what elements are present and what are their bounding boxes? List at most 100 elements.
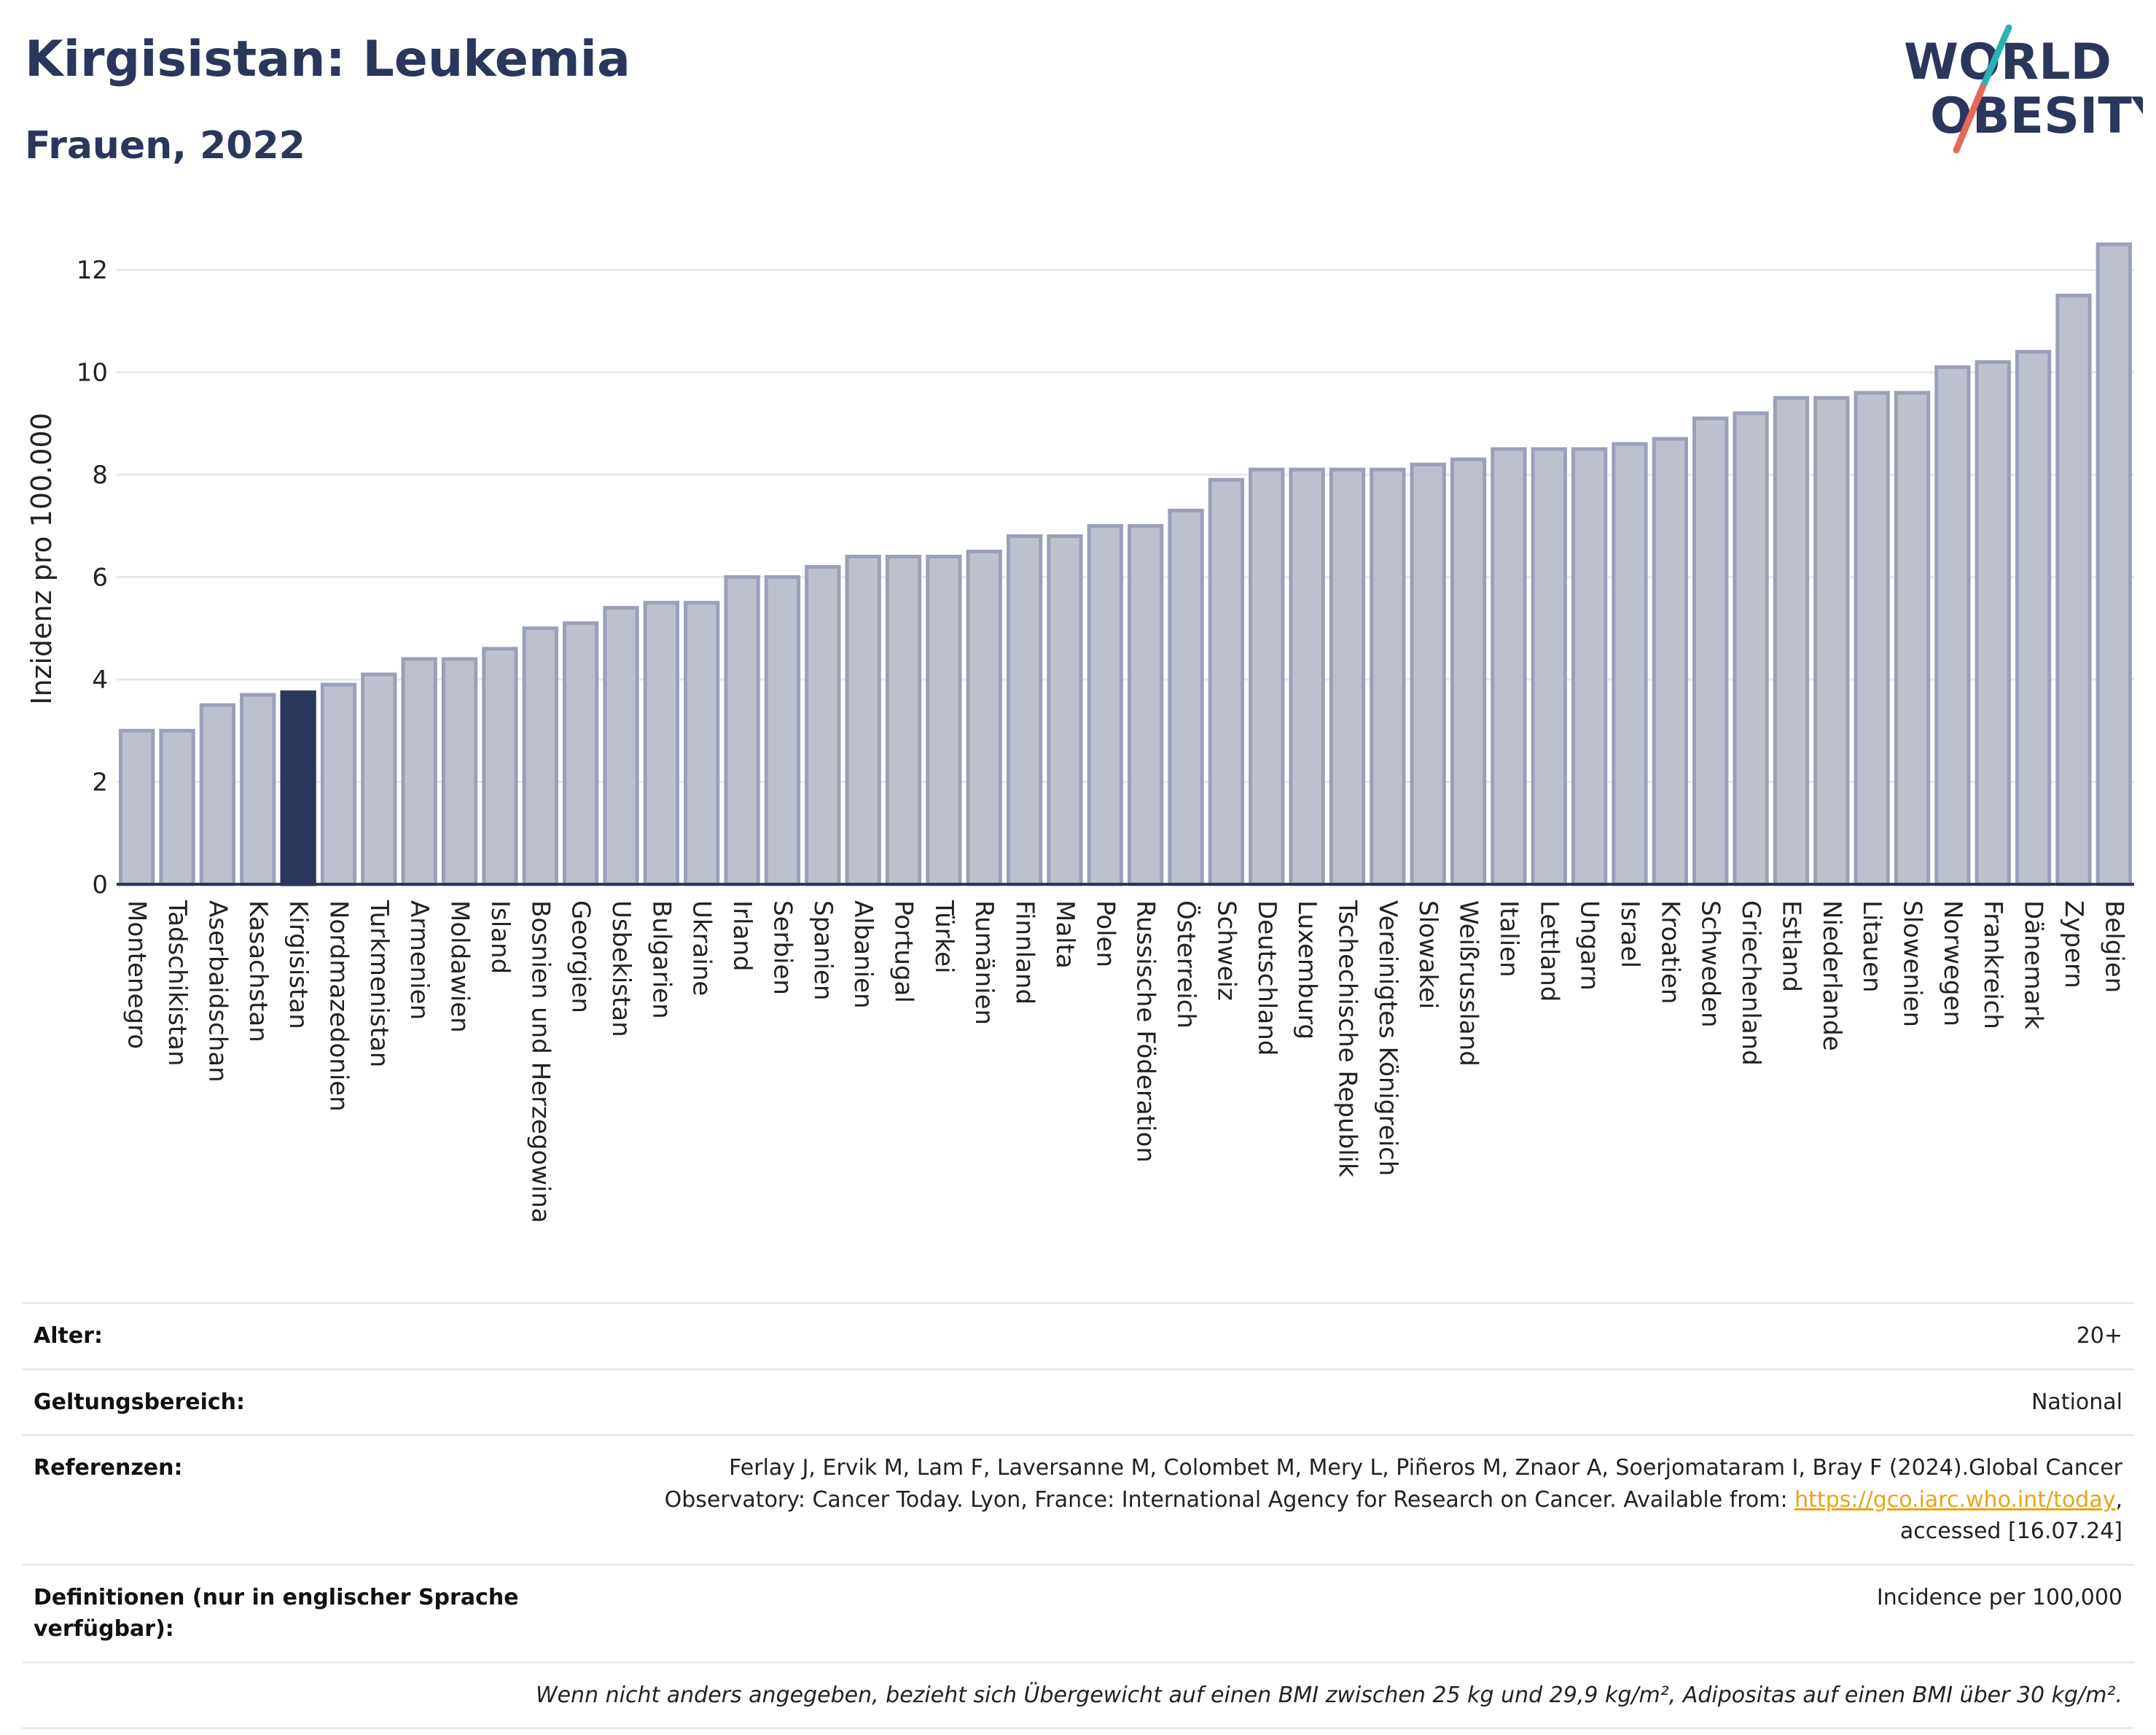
bar-estland[interactable]	[1773, 396, 1810, 886]
x-tick-label: Bosnien und Herzegowina	[526, 900, 555, 1223]
x-tick-label: Serbien	[768, 900, 797, 995]
x-tick-label: Malta	[1050, 900, 1079, 969]
bar-tadschikistan[interactable]	[159, 728, 195, 886]
bar-slowenien[interactable]	[1894, 391, 1931, 886]
x-tick-label: Italien	[1494, 900, 1523, 978]
x-tick-label: Litauen	[1857, 900, 1886, 993]
bar-zypern[interactable]	[2055, 293, 2092, 886]
chart-subtitle: Frauen, 2022	[25, 124, 305, 168]
y-axis-title: Inzidenz pro 100.000	[26, 413, 58, 705]
bar-frankreich[interactable]	[1975, 360, 2011, 886]
bar-kirgisistan[interactable]	[280, 690, 316, 886]
definitions-value: Incidence per 100,000	[555, 1563, 2134, 1662]
bar-serbien[interactable]	[764, 575, 801, 886]
x-tick-label: Kasachstan	[243, 900, 273, 1042]
reference-link[interactable]: https://gco.iarc.who.int/today	[1794, 1486, 2116, 1513]
info-row-definitions: Definitionen (nur in englischer Sprache …	[22, 1563, 2134, 1662]
bar-armenien[interactable]	[401, 657, 437, 886]
age-value: 20+	[555, 1302, 2134, 1369]
x-tick-label: Ungarn	[1575, 900, 1604, 991]
bar-montenegro[interactable]	[119, 728, 155, 886]
y-axis-ticks: 0 2 4 6 8 10 12	[77, 256, 108, 900]
bar-bulgarien[interactable]	[643, 601, 680, 886]
bar-israel[interactable]	[1612, 442, 1648, 886]
info-row-age: Alter: 20+	[22, 1302, 2134, 1369]
x-tick-label: Moldawien	[445, 900, 474, 1033]
x-tick-label: Weißrussland	[1454, 900, 1483, 1067]
bar-deutschland[interactable]	[1249, 467, 1285, 886]
bar-irland[interactable]	[724, 575, 760, 886]
bar-luxemburg[interactable]	[1289, 467, 1325, 886]
bar-litauen[interactable]	[1854, 391, 1890, 886]
x-tick-label: Schweden	[1696, 900, 1725, 1028]
bar-usbekistan[interactable]	[603, 606, 639, 886]
bar-aserbaidschan[interactable]	[199, 703, 236, 886]
x-tick-label: Kroatien	[1655, 900, 1684, 1004]
y-tick-label: 4	[92, 666, 108, 695]
x-axis-labels: Montenegro Tadschikistan Aserbaidschan Kasa…	[122, 900, 2129, 1223]
bar-portugal[interactable]	[885, 555, 922, 886]
bar-griechenland[interactable]	[1733, 411, 1769, 886]
info-table: Alter: 20+ Geltungsbereich: National Ref…	[22, 1302, 2134, 1729]
bar-russische-föderation[interactable]	[1128, 523, 1164, 886]
definitions-label: Definitionen (nur in englischer Sprache …	[22, 1563, 555, 1662]
x-tick-label: Zypern	[2059, 900, 2088, 989]
x-tick-label: Finnland	[1010, 900, 1039, 1005]
x-tick-label: Polen	[1090, 900, 1120, 967]
bar-ungarn[interactable]	[1571, 447, 1608, 886]
x-tick-label: Niederlande	[1817, 900, 1846, 1051]
bar-österreich[interactable]	[1168, 508, 1204, 886]
bar-kroatien[interactable]	[1652, 437, 1689, 886]
world-obesity-logo[interactable]: WORLD OBESITY	[1895, 22, 2143, 160]
reference-text-2: Observatory: Cancer Today. Lyon, France:…	[664, 1486, 1795, 1513]
scope-value: National	[555, 1368, 2134, 1435]
bar-chart: 0 2 4 6 8 10 12 Montenegro Tadschikistan Aserbai…	[26, 242, 2134, 1223]
bar-polen[interactable]	[1087, 523, 1123, 886]
x-tick-label: Russische Föderation	[1131, 900, 1160, 1163]
bar-turkmenistan[interactable]	[361, 672, 397, 886]
bar-bosnien-und-herzegowina[interactable]	[522, 626, 558, 886]
bar-dänemark[interactable]	[2015, 350, 2052, 886]
bar-niederlande[interactable]	[1813, 396, 1850, 886]
reference-text-1: Ferlay J, Ervik M, Lam F, Laversanne M, …	[729, 1455, 2122, 1481]
x-tick-label: Spanien	[808, 900, 837, 1000]
bar-tschechische-republik[interactable]	[1329, 467, 1366, 886]
bar-weißrussland[interactable]	[1450, 457, 1487, 886]
bar-moldawien[interactable]	[441, 657, 478, 886]
bar-vereinigtes-königreich[interactable]	[1370, 467, 1406, 886]
x-tick-label: Griechenland	[1736, 900, 1765, 1066]
x-tick-label: Norwegen	[1938, 900, 1967, 1026]
bar-lettland[interactable]	[1531, 447, 1567, 886]
bar-malta[interactable]	[1047, 534, 1083, 886]
x-tick-label: Usbekistan	[606, 900, 636, 1037]
bar-spanien[interactable]	[805, 565, 841, 886]
x-tick-label: Türkei	[929, 900, 958, 973]
x-tick-label: Frankreich	[1978, 900, 2007, 1029]
x-tick-label: Slowakei	[1413, 900, 1442, 1009]
bar-albanien[interactable]	[845, 555, 881, 886]
x-tick-label: Georgien	[566, 900, 595, 1013]
bar-island[interactable]	[482, 647, 518, 886]
bar-schweiz[interactable]	[1208, 477, 1245, 886]
bar-nordmazedonien[interactable]	[320, 682, 357, 886]
bar-slowakei[interactable]	[1410, 462, 1446, 886]
x-tick-label: Irland	[727, 900, 757, 971]
bar-norwegen[interactable]	[1934, 365, 1971, 886]
logo-slash-teal	[1979, 24, 2012, 91]
bar-ukraine[interactable]	[684, 601, 720, 886]
bar-finnland[interactable]	[1006, 534, 1043, 886]
chart-title: Kirgisistan: Leukemia	[25, 31, 630, 88]
bar-schweden[interactable]	[1692, 416, 1729, 886]
scope-label: Geltungsbereich:	[22, 1368, 555, 1435]
bar-türkei[interactable]	[926, 555, 962, 886]
bar-rumänien[interactable]	[966, 550, 1002, 886]
y-tick-label: 12	[77, 256, 108, 285]
bar-italien[interactable]	[1491, 447, 1527, 886]
bar-kasachstan[interactable]	[240, 693, 276, 886]
x-tick-label: Israel	[1615, 900, 1644, 968]
x-tick-label: Estland	[1776, 900, 1805, 992]
bar-belgien[interactable]	[2096, 242, 2132, 886]
info-row-note: Wenn nicht anders angegeben, bezieht sic…	[22, 1661, 2134, 1729]
bar-georgien[interactable]	[562, 621, 599, 886]
reference-text-3: ,	[2115, 1486, 2122, 1513]
